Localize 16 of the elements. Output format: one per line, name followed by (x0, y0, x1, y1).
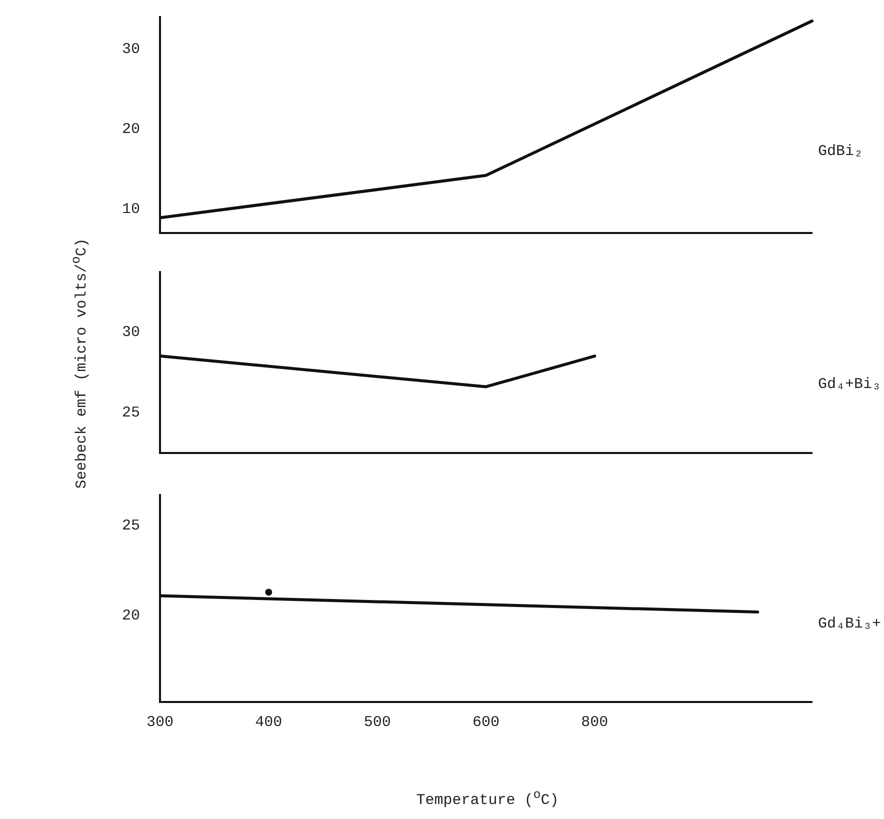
y-tick-label: 10 (122, 200, 140, 218)
text: Gd₄Bi₃+ (818, 615, 882, 632)
x-tick-label: 400 (255, 714, 282, 731)
x-tick-label: 500 (364, 714, 391, 731)
x-axis-title: Temperature ($^{o}$C) (415, 788, 560, 809)
text: Gd₄+Bi₃ (818, 376, 882, 394)
y-tick-label: 30 (122, 40, 140, 58)
y-tick-label: 20 (122, 120, 140, 138)
x-tick-label: 300 (146, 714, 174, 731)
text: GdBi₂ (818, 142, 864, 160)
y-tick-label: 25 (122, 518, 140, 535)
y-tick-label: 20 (122, 608, 140, 625)
x-tick-label: 600 (472, 714, 500, 731)
y-tick-label: 30 (122, 324, 140, 341)
x-tick-label: 800 (581, 714, 608, 731)
y-tick-label: 25 (122, 404, 140, 422)
